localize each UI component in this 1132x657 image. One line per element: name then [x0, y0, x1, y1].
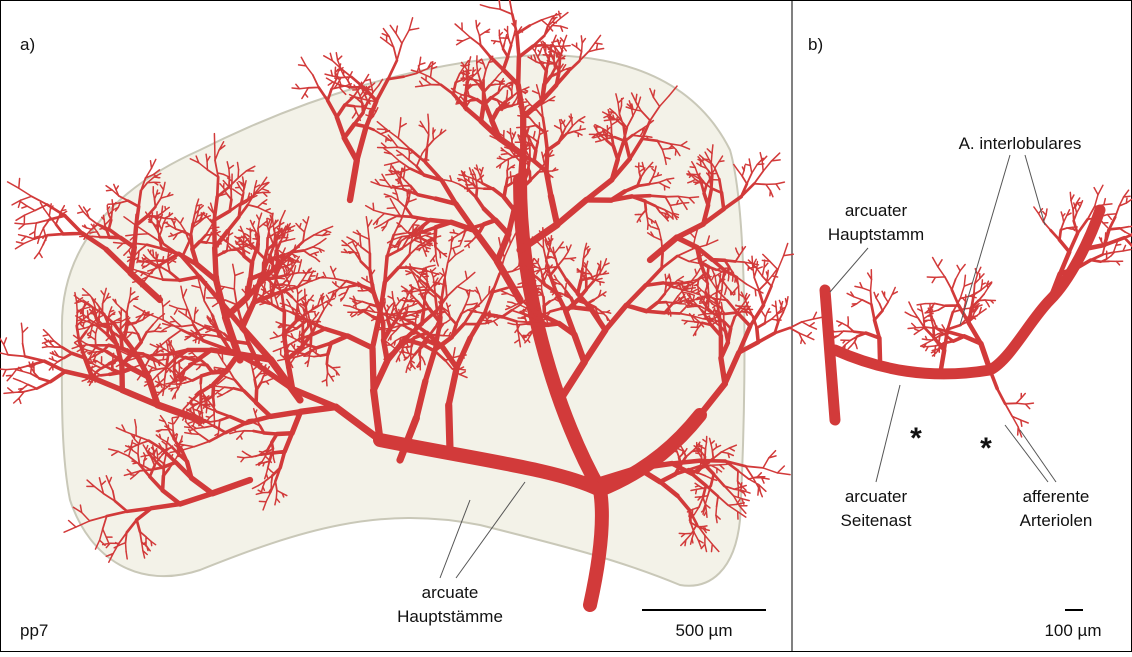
scale-label: 500 µm: [675, 621, 732, 640]
annotation: Hauptstämme: [397, 607, 503, 626]
sample-label: pp7: [20, 621, 48, 640]
annotation: Seitenast: [841, 511, 912, 530]
panel-label: a): [20, 35, 35, 54]
marker: *: [910, 422, 922, 455]
scale-label: 100 µm: [1044, 621, 1101, 640]
annotation: arcuater: [845, 201, 908, 220]
annotation: A. interlobulares: [959, 134, 1082, 153]
figure: a) pp7 arcuate Hauptstämme 500 µm b) A. …: [0, 0, 1132, 652]
marker: *: [980, 432, 992, 465]
annotation: afferente: [1023, 487, 1090, 506]
annotation: Arteriolen: [1020, 511, 1093, 530]
annotation: Hauptstamm: [828, 225, 924, 244]
annotation: arcuater: [845, 487, 908, 506]
panel-label: b): [808, 35, 823, 54]
annotation: arcuate: [422, 583, 479, 602]
